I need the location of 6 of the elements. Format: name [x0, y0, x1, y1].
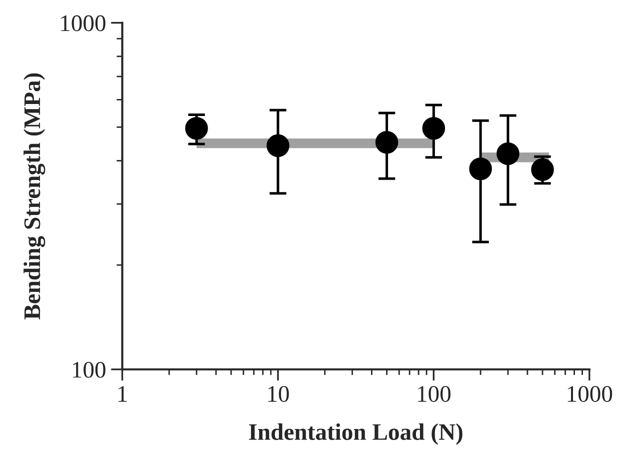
x-axis-title: Indentation Load (N): [249, 423, 462, 445]
x-tick-label: 1000: [568, 386, 612, 402]
x-tick-label: 1: [118, 386, 127, 402]
y-axis-title: Bending Strength (MPa): [24, 73, 46, 320]
x-tick-label: 10: [268, 386, 289, 402]
x-tick-label: 100: [418, 386, 450, 402]
